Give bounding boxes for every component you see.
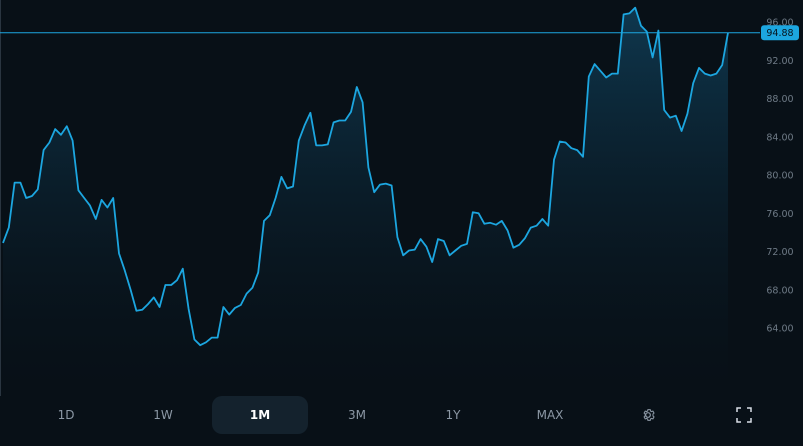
y-tick-label: 88.00: [766, 94, 793, 105]
y-axis-ticks: 96.00 92.00 88.00 84.00 80.00 76.00 72.00 68.00…: [766, 18, 793, 335]
price-area-fill: [3, 7, 728, 388]
range-tab-3m[interactable]: 3M: [348, 408, 366, 422]
range-selector: 1D 1W 1M 3M 1Y MAX: [0, 396, 803, 434]
price-line: [2, 6, 729, 347]
y-tick-label: 96.00: [766, 18, 793, 29]
gear-icon: [643, 409, 655, 421]
y-tick-label: 68.00: [766, 285, 793, 296]
range-tab-max[interactable]: MAX: [536, 408, 564, 422]
y-tick-label: 80.00: [766, 171, 793, 182]
y-tick-label: 72.00: [766, 247, 793, 258]
current-price-label: 94.88: [766, 28, 793, 39]
current-price-badge: 94.88: [761, 25, 799, 41]
range-tab-1y[interactable]: 1Y: [445, 408, 461, 422]
y-tick-label: 64.00: [766, 324, 793, 335]
settings-button[interactable]: [628, 396, 668, 434]
y-tick-label: 84.00: [766, 132, 793, 143]
fullscreen-button[interactable]: [724, 396, 764, 434]
range-tab-1w[interactable]: 1W: [153, 408, 173, 422]
y-tick-label: 92.00: [766, 56, 793, 67]
expand-icon: [736, 407, 752, 423]
range-tab-1m[interactable]: 1M: [212, 396, 308, 434]
range-tab-1d[interactable]: 1D: [57, 408, 75, 422]
price-chart[interactable]: 96.00 92.00 88.00 84.00 80.00 76.00 72.00 68.00…: [0, 0, 803, 396]
y-tick-label: 76.00: [766, 209, 793, 220]
